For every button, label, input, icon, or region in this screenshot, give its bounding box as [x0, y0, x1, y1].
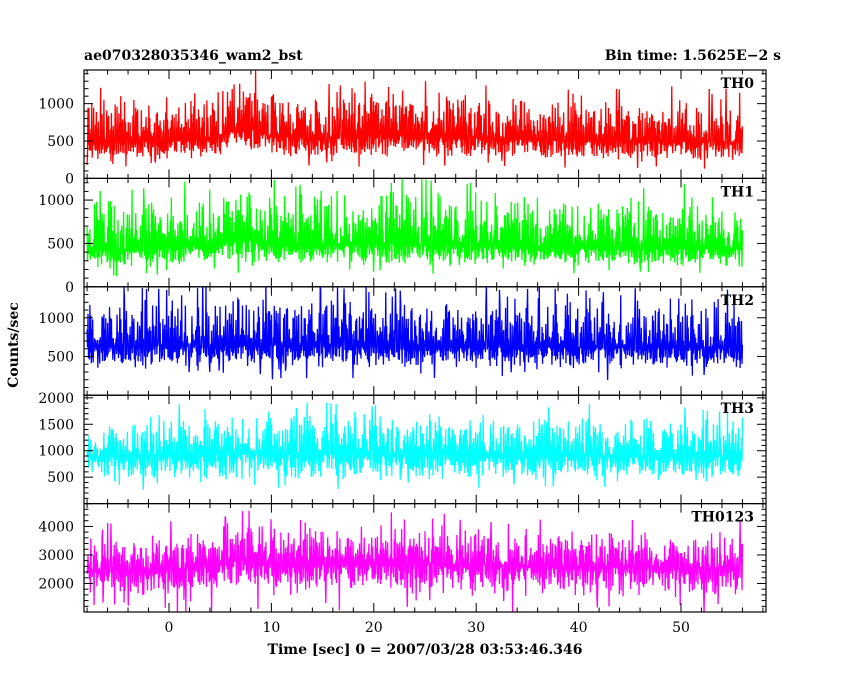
- y-tick-label: 1000: [38, 311, 74, 327]
- panel-th2: 500 1000 TH2: [38, 286, 767, 396]
- y-tick-label: 0: [65, 171, 74, 187]
- y-tick-label: 0: [65, 280, 74, 296]
- panel-th3: 500 1000 1500 2000 TH3: [38, 391, 767, 505]
- y-tick-label: 3000: [38, 548, 74, 564]
- panel-th0123: 2000 3000 4000 TH0123: [38, 503, 767, 613]
- x-tick-label: 20: [365, 620, 383, 636]
- x-axis-label: Time [sec] 0 = 2007/03/28 03:53:46.346: [268, 642, 583, 658]
- panels-layer: 05001000TH005001000TH15001000TH250010001…: [38, 69, 767, 636]
- panel-label: TH3: [721, 401, 754, 417]
- x-tick-label: 0: [165, 620, 174, 636]
- y-tick-label: 1000: [38, 193, 74, 209]
- y-tick-label: 500: [47, 470, 74, 486]
- x-tick-label: 40: [570, 620, 588, 636]
- series-th3: [86, 402, 744, 490]
- y-tick-label: 4000: [38, 519, 74, 535]
- y-tick-label: 500: [47, 236, 74, 252]
- panel-label: TH0123: [691, 510, 754, 526]
- series-th1: [86, 178, 744, 277]
- panel-label: TH0: [721, 76, 755, 92]
- panel-th1: 0 500 1000 TH1: [38, 177, 767, 296]
- y-tick-label: 1000: [38, 97, 74, 113]
- chart-subtitle: Bin time: 1.5625E−2 s: [605, 48, 781, 64]
- x-tick-label: 10: [262, 620, 280, 636]
- series-th0: [86, 70, 744, 169]
- y-axis-label: Counts/sec: [6, 302, 22, 388]
- y-tick-label: 2000: [38, 576, 74, 592]
- x-tick-label: 30: [467, 620, 485, 636]
- series-th0123: [86, 510, 744, 613]
- y-tick-label: 500: [47, 349, 74, 365]
- panel-label: TH1: [721, 184, 754, 200]
- y-tick-label: 2000: [38, 391, 74, 407]
- y-tick-label: 500: [47, 134, 74, 150]
- y-tick-label: 1000: [38, 444, 74, 460]
- panel-label: TH2: [721, 293, 754, 309]
- panel-th0: 0 500 1000 TH0: [38, 69, 767, 187]
- chart-title: ae070328035346_wam2_bst: [84, 48, 303, 64]
- y-tick-label: 1500: [38, 417, 74, 433]
- x-tick-label: 50: [672, 620, 690, 636]
- series-th2: [86, 286, 744, 381]
- panel-frame-th0123: [83, 503, 767, 613]
